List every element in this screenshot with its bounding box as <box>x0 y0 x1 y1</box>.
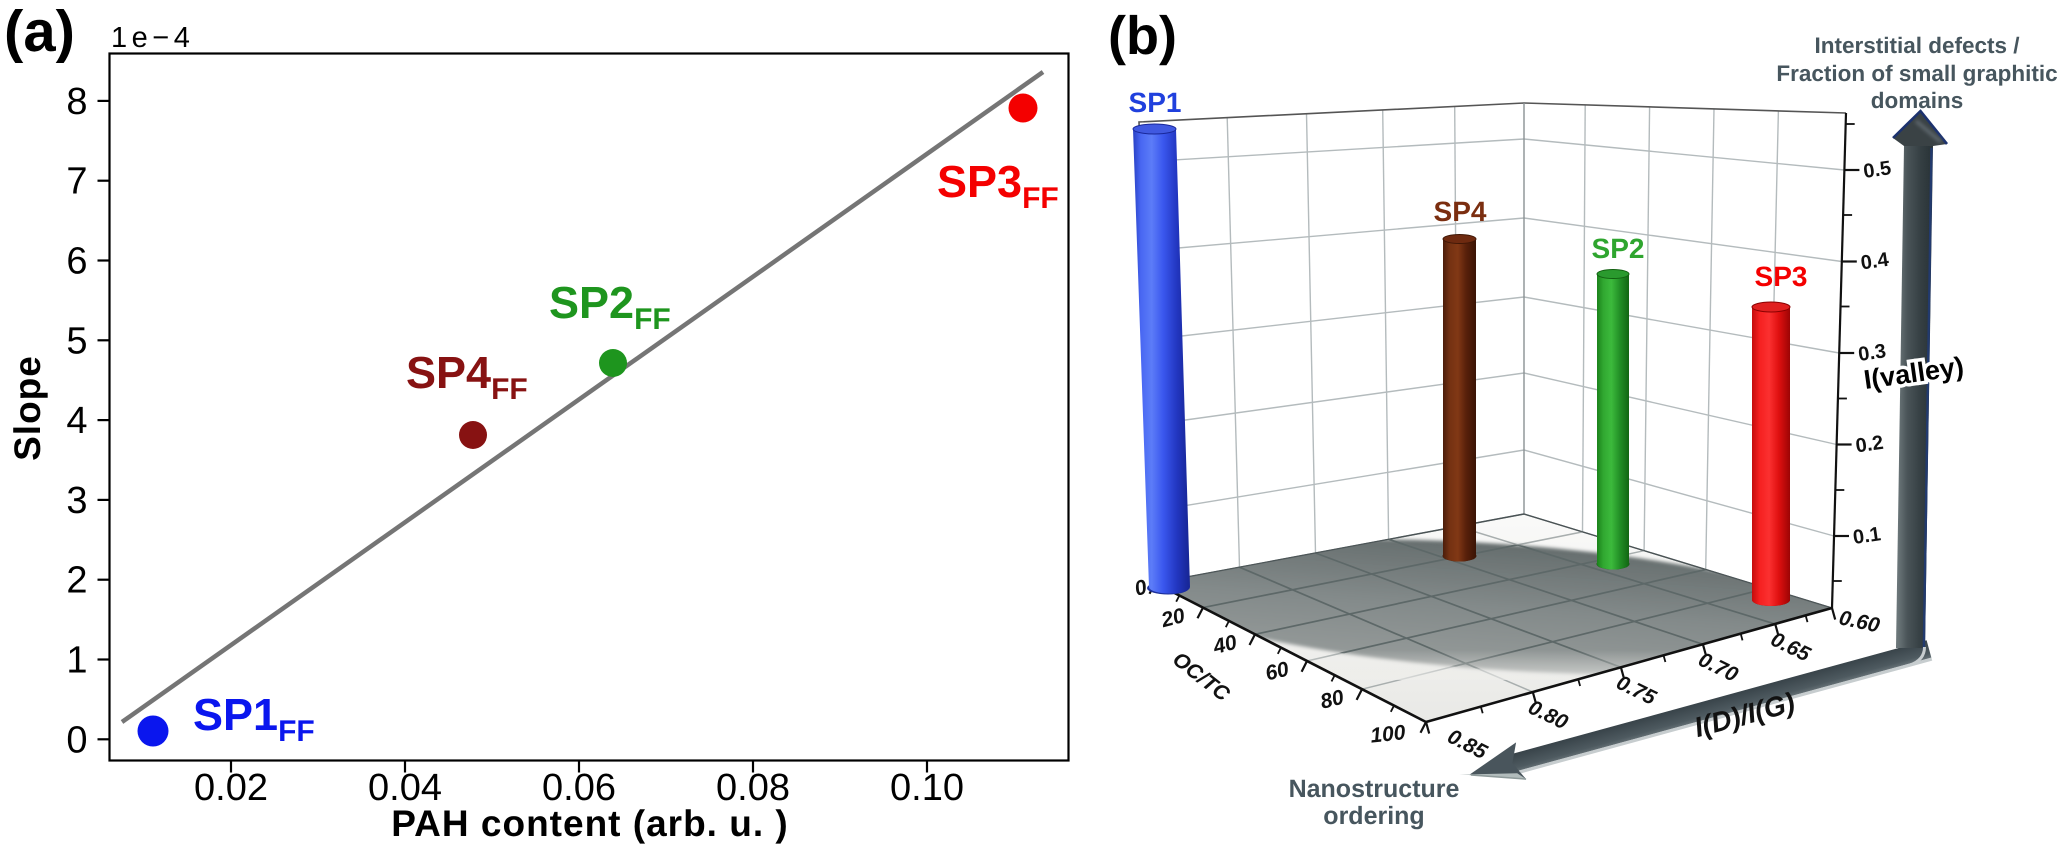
svg-text:1: 1 <box>66 640 87 682</box>
svg-text:SP2: SP2 <box>1592 233 1645 264</box>
svg-text:ordering: ordering <box>1323 802 1424 830</box>
svg-text:Fraction of small graphitic: Fraction of small graphitic <box>1776 61 2057 86</box>
svg-text:SP2FF: SP2FF <box>549 277 671 336</box>
svg-text:5: 5 <box>66 320 87 362</box>
svg-text:6: 6 <box>66 241 87 283</box>
svg-text:(a): (a) <box>4 0 75 64</box>
svg-text:0.3: 0.3 <box>1857 340 1888 366</box>
svg-text:(b): (b) <box>1108 6 1177 66</box>
svg-text:80: 80 <box>1318 686 1347 714</box>
svg-text:Interstitial defects /: Interstitial defects / <box>1814 33 2020 58</box>
svg-text:0.04: 0.04 <box>368 767 442 809</box>
svg-text:0.2: 0.2 <box>1854 432 1885 458</box>
svg-text:0.5: 0.5 <box>1862 157 1893 183</box>
svg-text:8: 8 <box>66 81 87 123</box>
svg-text:2: 2 <box>66 560 87 602</box>
svg-text:0.4: 0.4 <box>1859 249 1890 275</box>
svg-text:Nanostructure: Nanostructure <box>1289 775 1460 803</box>
svg-text:100: 100 <box>1369 721 1407 748</box>
svg-text:SP3FF: SP3FF <box>937 156 1059 215</box>
svg-text:1e−4: 1e−4 <box>111 22 194 54</box>
svg-text:domains: domains <box>1871 88 1964 113</box>
svg-text:0.1: 0.1 <box>1852 523 1883 549</box>
svg-text:0.10: 0.10 <box>890 767 964 809</box>
svg-text:SP3: SP3 <box>1755 261 1808 292</box>
svg-text:Slope: Slope <box>7 355 48 461</box>
svg-text:0.06: 0.06 <box>542 767 616 809</box>
svg-text:SP4: SP4 <box>1434 196 1487 227</box>
svg-text:0.02: 0.02 <box>194 767 268 809</box>
svg-text:60: 60 <box>1263 657 1292 685</box>
svg-text:PAH content (arb. u. ): PAH content (arb. u. ) <box>391 803 788 844</box>
svg-text:0: 0 <box>66 719 87 761</box>
svg-text:SP1: SP1 <box>1129 87 1182 118</box>
svg-text:7: 7 <box>66 161 87 203</box>
svg-text:4: 4 <box>66 400 87 442</box>
svg-text:0.08: 0.08 <box>716 767 790 809</box>
svg-text:3: 3 <box>66 480 87 522</box>
